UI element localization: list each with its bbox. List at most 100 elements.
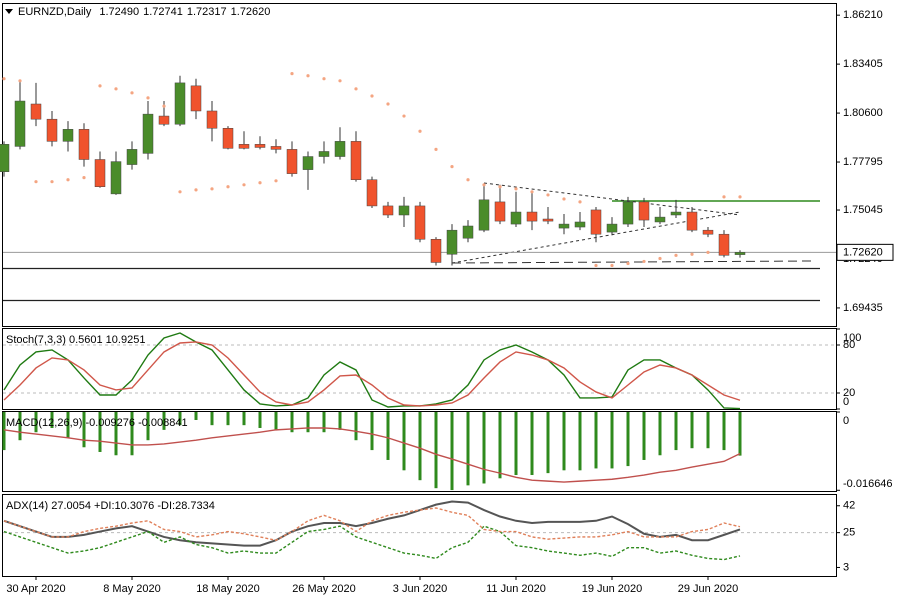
candle-body	[478, 199, 490, 231]
histogram-bar	[338, 412, 342, 430]
sar-dot	[130, 91, 134, 95]
candle-body	[382, 205, 394, 216]
y-tick-label: 1.69435	[843, 302, 883, 314]
histogram-bar	[546, 412, 550, 474]
y-tick-label: -0.016646	[843, 478, 893, 490]
sar-dot	[450, 165, 454, 169]
ohlc-value: 1.72490	[99, 6, 139, 18]
histogram-bar	[18, 412, 22, 441]
candle-body	[142, 113, 154, 154]
indicator-line	[3, 341, 741, 407]
histogram-bar	[530, 412, 534, 476]
plot-area	[0, 72, 836, 268]
sar-dot	[578, 200, 582, 204]
candle-body	[670, 211, 682, 216]
sar-dot	[418, 129, 422, 133]
sar-dot	[610, 263, 614, 268]
histogram-bar	[562, 412, 566, 471]
candle-body	[126, 149, 138, 165]
candle-body	[494, 201, 506, 222]
histogram-bar	[2, 412, 6, 451]
histogram-bar	[258, 412, 262, 428]
ohlc-value: 1.72741	[143, 6, 183, 18]
sar-dot	[482, 183, 486, 187]
candle-body	[462, 225, 474, 239]
histogram-bar	[418, 412, 422, 481]
y-tick-label: 1.80600	[843, 107, 883, 119]
histogram-bar	[482, 412, 486, 484]
x-tick-label: 3 Jun 2020	[393, 583, 447, 595]
histogram-bar	[722, 412, 726, 451]
candle-body	[542, 218, 554, 222]
sar-dot	[50, 180, 54, 184]
candle-body	[510, 211, 522, 225]
candle-body	[366, 179, 378, 207]
histogram-bar	[354, 412, 358, 441]
candle-body	[398, 205, 410, 216]
sar-dot	[18, 79, 22, 83]
histogram-bar	[210, 412, 214, 426]
sar-dot	[706, 250, 710, 254]
histogram-bar	[434, 412, 438, 489]
candle-body	[350, 141, 362, 180]
histogram-bar	[706, 412, 710, 449]
indicator-title: MACD(12,26,9) -0.009276 -0.008841	[6, 417, 188, 429]
candle-body	[190, 85, 202, 112]
y-tick-label: 1.83405	[843, 58, 883, 70]
histogram-bar	[178, 412, 182, 426]
y-tick-label: 0	[843, 415, 849, 427]
candle-body	[318, 151, 330, 157]
plot-area	[3, 500, 741, 561]
histogram-bar	[642, 412, 646, 460]
histogram-bar	[306, 412, 310, 433]
stoch-panel-frame	[2, 328, 837, 410]
sar-dot	[530, 190, 534, 194]
histogram-bar	[322, 412, 326, 433]
sar-dot	[34, 180, 38, 184]
sar-dot	[658, 256, 662, 261]
y-tick-label: 20	[843, 387, 855, 399]
candle-body	[158, 115, 170, 125]
sar-dot	[178, 190, 182, 194]
candle-body	[590, 209, 602, 235]
histogram-bar	[226, 412, 230, 426]
sar-dot	[306, 74, 310, 78]
sar-dot	[674, 253, 678, 257]
sar-dot	[162, 104, 166, 108]
candle-body	[334, 141, 346, 157]
sar-dot	[594, 263, 598, 268]
sar-dot	[66, 178, 70, 182]
sar-dot	[274, 179, 278, 183]
y-tick-label: 80	[843, 339, 855, 351]
histogram-bar	[50, 412, 54, 428]
plot-area	[2, 412, 742, 491]
sar-dot	[626, 261, 630, 266]
sar-dot	[434, 147, 438, 151]
sar-dot	[354, 87, 358, 91]
x-tick-label: 8 May 2020	[103, 583, 160, 595]
candle-body	[222, 128, 234, 149]
candle-body	[654, 216, 666, 223]
sar-dot	[546, 193, 550, 197]
candle-body	[62, 129, 74, 142]
histogram-bar	[34, 412, 38, 433]
histogram-bar	[242, 412, 246, 426]
histogram-bar	[690, 412, 694, 449]
sar-dot	[386, 102, 390, 106]
histogram-bar	[594, 412, 598, 469]
y-tick-label: 1.86210	[843, 9, 883, 21]
candle-body	[622, 201, 634, 225]
histogram-bar	[82, 412, 86, 448]
candle-body	[430, 239, 442, 263]
candle-body	[638, 201, 650, 221]
candle-body	[0, 144, 10, 172]
candle-body	[718, 233, 730, 256]
sar-dot	[402, 114, 406, 118]
sar-dot	[290, 72, 294, 76]
dropdown-icon[interactable]	[5, 9, 13, 14]
candle-body	[606, 223, 618, 233]
sar-dot	[322, 77, 326, 81]
histogram-bar	[370, 412, 374, 451]
sar-dot	[370, 94, 374, 98]
